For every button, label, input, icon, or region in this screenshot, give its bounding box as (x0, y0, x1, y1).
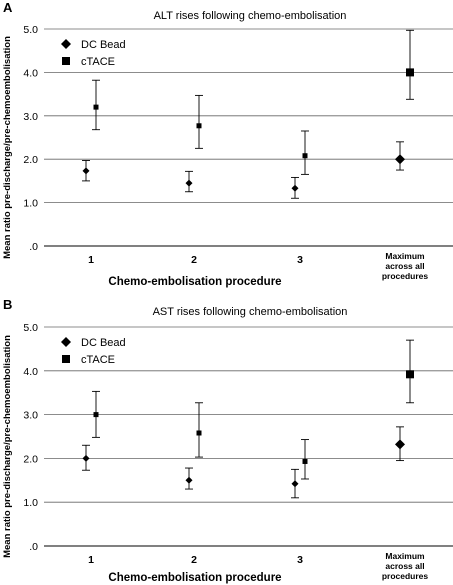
panel-a-ytick-label: 4.0 (23, 67, 38, 79)
panel-a-legend-marker-diamond (61, 39, 71, 49)
panel-b-letter: B (3, 297, 12, 312)
panel-b-legend-label: DC Bead (81, 337, 126, 349)
panel-a-category-label: across all (385, 261, 424, 271)
panel-b-title: AST rises following chemo-embolisation (153, 306, 348, 318)
panel-a-point-dc-bead (395, 154, 405, 165)
panel-a-point-dc-bead (82, 167, 90, 175)
panel-a-title: ALT rises following chemo-embolisation (154, 10, 347, 22)
panel-a-category-label: 3 (297, 254, 303, 266)
panel-a-ytick-label: .0 (29, 241, 38, 253)
panel-a-letter: A (3, 0, 13, 15)
panel-b-ylabel: Mean ratio pre-discharge/pre-chemoemboli… (2, 335, 13, 558)
panel-a-point-dc-bead (185, 179, 193, 187)
panel-b-point-ctace (93, 412, 99, 418)
panel-b-legend-label: cTACE (81, 354, 115, 366)
panel-b-ytick-label: 3.0 (23, 410, 38, 422)
panel-b-point-dc-bead (185, 476, 193, 484)
panel-a-point-ctace (93, 104, 99, 110)
panel-a-ylabel: Mean ratio pre-discharge/pre-chemoemboli… (2, 36, 13, 259)
panel-b-category-label: 1 (88, 554, 94, 566)
panel-b-point-ctace (406, 370, 414, 379)
panel-a-category-label: 2 (191, 254, 197, 266)
panel-a-category-label: Maximum (385, 251, 425, 261)
panel-b-point-dc-bead (291, 480, 299, 488)
panel-a-ytick-label: 1.0 (23, 198, 38, 210)
panel-a-xlabel: Chemo-embolisation procedure (108, 276, 281, 288)
panel-a-category-label: procedures (382, 271, 429, 281)
panel-a-ytick-label: 2.0 (23, 154, 38, 166)
panel-b-category-label: procedures (382, 571, 429, 581)
panel-b-xlabel: Chemo-embolisation procedure (108, 572, 281, 584)
panel-a-category-label: 1 (88, 254, 94, 266)
panel-b-point-dc-bead (395, 439, 405, 450)
panel-b-category-label: across all (385, 561, 424, 571)
panel-a-ytick-label: 5.0 (23, 24, 38, 36)
panel-b-ytick-label: 5.0 (23, 322, 38, 334)
panel-a-point-dc-bead (291, 184, 299, 192)
panel-b-category-label: Maximum (385, 551, 425, 561)
panel-b-legend-marker-diamond (61, 337, 71, 347)
panel-b-legend-marker-square (62, 355, 70, 363)
panel-b-ytick-label: 1.0 (23, 497, 38, 509)
panel-a-legend-label: cTACE (81, 56, 115, 68)
panel-a-ytick-label: 3.0 (23, 111, 38, 123)
panel-a-point-ctace (196, 123, 202, 129)
panel-b-category-label: 2 (191, 554, 197, 566)
panel-a-legend-marker-square (62, 57, 70, 65)
panel-b-ytick-label: 4.0 (23, 366, 38, 378)
panel-b-category-label: 3 (297, 554, 303, 566)
panel-a-legend-label: DC Bead (81, 39, 126, 51)
panel-b-point-dc-bead (82, 454, 90, 462)
panel-b-ytick-label: .0 (29, 541, 38, 553)
panel-b-point-ctace (302, 458, 308, 464)
panel-a-point-ctace (302, 153, 308, 159)
panel-b-point-ctace (196, 430, 202, 436)
panel-a-point-ctace (406, 68, 414, 77)
panel-b-ytick-label: 2.0 (23, 453, 38, 465)
